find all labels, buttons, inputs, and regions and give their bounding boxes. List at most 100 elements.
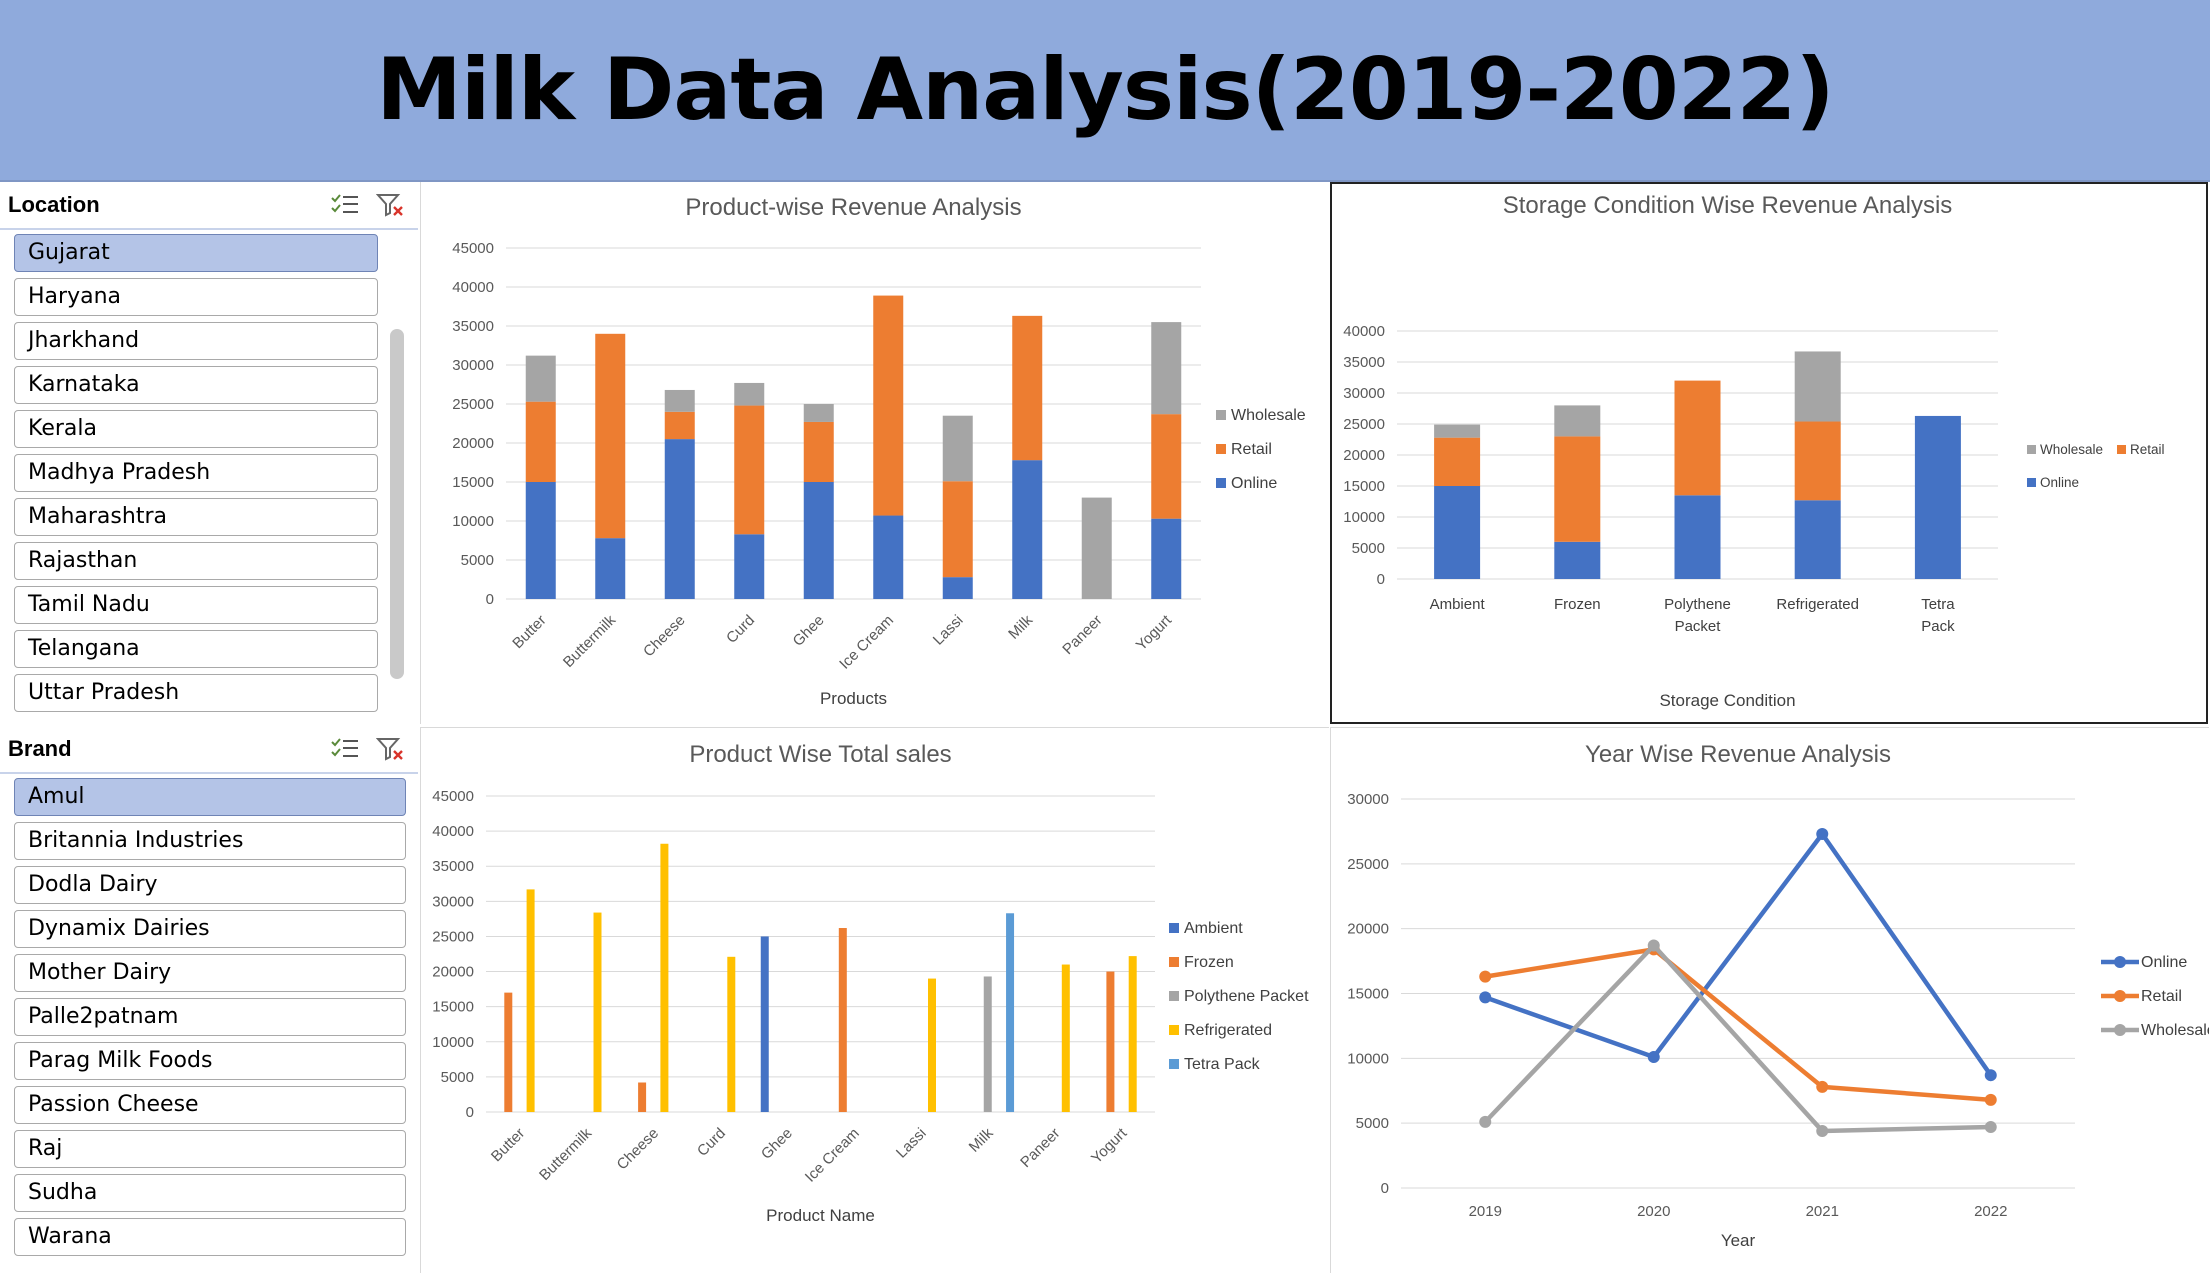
bar-segment-wholesale	[942, 415, 973, 482]
legend-swatch	[1169, 991, 1179, 1001]
scrollbar[interactable]	[390, 329, 404, 679]
data-point-retail	[1479, 970, 1492, 983]
slicer-item[interactable]: Palle2patnam	[14, 998, 406, 1036]
y-tick-label: 15000	[432, 999, 474, 1016]
slicer-item[interactable]: Amul	[14, 778, 406, 816]
legend-swatch	[2027, 445, 2036, 454]
bar-segment-online	[1674, 495, 1721, 579]
y-tick-label: 0	[1381, 1180, 1389, 1197]
bar-segment-wholesale	[1554, 405, 1601, 437]
bar-segment-online	[1794, 500, 1841, 579]
bar-segment-wholesale	[525, 355, 556, 402]
multi-select-icon[interactable]	[330, 192, 360, 218]
bar-segment-retail	[1434, 437, 1481, 486]
dashboard-header: Milk Data Analysis(2019-2022)	[0, 0, 2210, 182]
slicer-item[interactable]: Dynamix Dairies	[14, 910, 406, 948]
y-tick-label: 15000	[452, 474, 494, 491]
legend-label: Wholesale	[2141, 1022, 2209, 1039]
slicer-title: Brand	[8, 736, 72, 761]
legend-swatch	[1216, 478, 1226, 488]
x-tick-label: Ice Cream	[802, 1125, 863, 1186]
x-tick-label: Ice Cream	[836, 612, 897, 673]
data-point-online	[1984, 1069, 1997, 1082]
y-tick-label: 5000	[1356, 1115, 1389, 1132]
clear-filter-icon[interactable]	[375, 192, 406, 218]
slicer-item[interactable]: Uttar Pradesh	[14, 674, 378, 712]
x-tick-label: Ghee	[790, 612, 828, 650]
slicer-item[interactable]: Rajasthan	[14, 542, 378, 580]
legend-label: Online	[1231, 475, 1277, 492]
y-tick-label: 5000	[441, 1069, 474, 1086]
product-revenue-panel: Product-wise Revenue Analysis 0 5000 10000 1…	[420, 182, 1329, 724]
slicer-item[interactable]: Jharkhand	[14, 322, 378, 360]
x-axis-title: Storage Condition	[1659, 691, 1795, 710]
legend-swatch	[2117, 445, 2126, 454]
bar-segment-wholesale	[734, 382, 765, 406]
slicer-header: Location	[0, 184, 418, 230]
chart-title: Product-wise Revenue Analysis	[685, 194, 1021, 221]
y-tick-label: 35000	[452, 318, 494, 335]
slicer-item[interactable]: Gujarat	[14, 234, 378, 272]
legend-swatch	[1169, 1059, 1179, 1069]
slicer-item[interactable]: Tamil Nadu	[14, 586, 378, 624]
x-tick-label: Cheese	[613, 1125, 662, 1174]
bar-refrigerated	[727, 956, 736, 1112]
slicer-item[interactable]: Karnataka	[14, 366, 378, 404]
x-tick-label: Lassi	[930, 612, 967, 649]
chart-title: Year Wise Revenue Analysis	[1585, 741, 1891, 768]
bar-segment-online	[803, 482, 834, 599]
bar-refrigerated	[593, 912, 602, 1112]
y-tick-label: 15000	[1343, 478, 1385, 495]
x-tick-label: Paneer	[1017, 1125, 1063, 1171]
year-revenue-panel: Year Wise Revenue Analysis 0 5000 10000 1500…	[1330, 727, 2210, 1273]
y-tick-label: 10000	[452, 513, 494, 530]
y-tick-label: 20000	[452, 435, 494, 452]
y-tick-label: 25000	[1343, 416, 1385, 433]
slicer-item[interactable]: Warana	[14, 1218, 406, 1256]
multi-select-icon[interactable]	[330, 736, 360, 762]
x-axis-title: Products	[820, 689, 887, 708]
x-tick-label: Paneer	[1059, 612, 1105, 658]
slicer-item[interactable]: Mother Dairy	[14, 954, 406, 992]
page-title: Milk Data Analysis(2019-2022)	[376, 40, 1834, 140]
x-tick-label: Ambient	[1430, 596, 1486, 613]
y-tick-label: 25000	[432, 928, 474, 945]
legend-swatch	[2027, 478, 2036, 487]
legend-label: Refrigerated	[1184, 1022, 1272, 1039]
legend-label: Wholesale	[1231, 407, 1306, 424]
bar-refrigerated	[1061, 964, 1070, 1112]
slicer-item[interactable]: Britannia Industries	[14, 822, 406, 860]
y-tick-label: 0	[486, 591, 494, 608]
bar-segment-wholesale	[1794, 351, 1841, 422]
bar-segment-wholesale	[803, 404, 834, 422]
legend-label: Online	[2141, 954, 2187, 971]
slicer-item[interactable]: Kerala	[14, 410, 378, 448]
clear-filter-icon[interactable]	[375, 736, 406, 762]
y-tick-label: 35000	[432, 858, 474, 875]
bar-ambient	[760, 936, 769, 1112]
slicer-item[interactable]: Telangana	[14, 630, 378, 668]
slicer-item[interactable]: Sudha	[14, 1174, 406, 1212]
legend-label: Ambient	[1184, 920, 1243, 937]
bar-refrigerated	[928, 978, 936, 1112]
bar-segment-retail	[942, 481, 973, 578]
slicer-item[interactable]: Dodla Dairy	[14, 866, 406, 904]
legend-swatch	[1216, 444, 1226, 454]
x-axis-title: Year	[1721, 1231, 1756, 1250]
slicer-item[interactable]: Passion Cheese	[14, 1086, 406, 1124]
slicer-item[interactable]: Parag Milk Foods	[14, 1042, 406, 1080]
legend-marker	[2114, 956, 2126, 968]
y-tick-label: 20000	[1343, 447, 1385, 464]
data-point-wholesale	[1816, 1124, 1829, 1137]
slicer-item[interactable]: Maharashtra	[14, 498, 378, 536]
data-point-online	[1816, 828, 1829, 841]
x-tick-label: Milk	[1005, 611, 1036, 642]
storage-revenue-panel: Storage Condition Wise Revenue Analysis 0…	[1330, 182, 2208, 724]
chart-title: Product Wise Total sales	[689, 741, 951, 768]
slicer-item[interactable]: Haryana	[14, 278, 378, 316]
x-tick-label: Tetra Pack	[1921, 596, 1955, 635]
slicer-item[interactable]: Raj	[14, 1130, 406, 1168]
slicer-item[interactable]: Madhya Pradesh	[14, 454, 378, 492]
x-tick-label: Cheese	[640, 612, 689, 661]
location-slicer: Location Gujarat Haryana Jharkhand Karnatak…	[0, 184, 418, 724]
